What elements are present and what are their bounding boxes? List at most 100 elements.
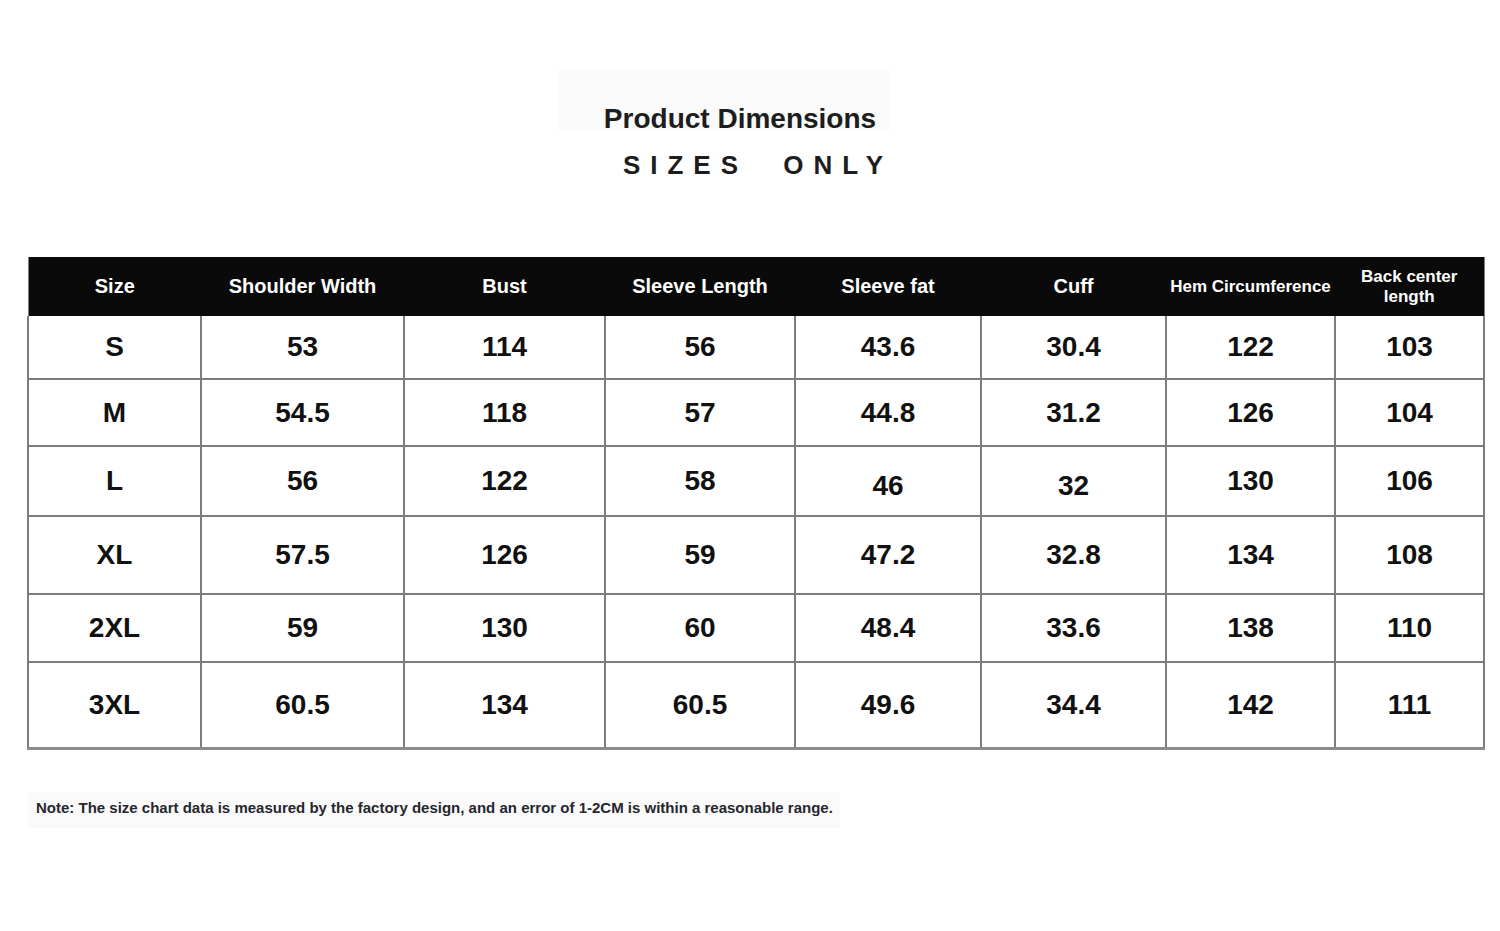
- cell-text: 134: [481, 689, 528, 721]
- cell-text: 31.2: [1046, 397, 1101, 429]
- cell-text: 122: [1227, 331, 1274, 363]
- column-header: Back center length: [1335, 257, 1484, 316]
- page-title: Product Dimensions: [0, 103, 1480, 135]
- value-cell: 134: [404, 662, 605, 748]
- cell-text: 104: [1386, 397, 1433, 429]
- value-cell: 111: [1335, 662, 1484, 748]
- cell-text: 60: [684, 612, 715, 644]
- table-header: SizeShoulder WidthBustSleeve LengthSleev…: [28, 257, 1484, 316]
- value-cell: 106: [1335, 446, 1484, 516]
- value-cell: 138: [1166, 594, 1335, 662]
- cell-text: 60.5: [673, 689, 728, 721]
- cell-text: XL: [97, 539, 133, 571]
- table-row: M 54.511857 44.8 31.2 126 104: [28, 379, 1484, 446]
- cell-text: 130: [1227, 465, 1274, 497]
- column-header: Shoulder Width: [201, 257, 404, 316]
- cell-text: 56: [287, 465, 318, 497]
- cell-text: 60.5: [275, 689, 330, 721]
- value-cell: 122: [404, 446, 605, 516]
- value-cell: 103: [1335, 316, 1484, 379]
- size-cell: 2XL: [28, 594, 201, 662]
- value-cell: 34.4: [981, 662, 1166, 748]
- value-cell: 60.5: [201, 662, 404, 748]
- cell-text: S: [105, 331, 124, 363]
- value-cell: 56: [605, 316, 795, 379]
- table-body: S 53 114 56 43.6 30.4 122 103 M 54.511857 44.8 31.2…: [28, 316, 1484, 748]
- table-row: 3XL 60.5 134 60.5 49.6 34.4 142 111: [28, 662, 1484, 748]
- cell-text: 3XL: [89, 689, 140, 721]
- measurement-note: Note: The size chart data is measured by…: [36, 799, 833, 816]
- cell-text: M: [103, 397, 126, 429]
- cell-text: 110: [1387, 612, 1432, 644]
- table-row: XL 57.5 126 59 47.2 32.8 134 108: [28, 516, 1484, 594]
- value-cell: 46: [795, 446, 981, 516]
- cell-text: 32.8: [1046, 539, 1101, 571]
- cell-text: 32: [1058, 470, 1089, 502]
- table-row: 2XL59 130 60 48.4 33.6 138 110: [28, 594, 1484, 662]
- column-header: Hem Circumference: [1166, 257, 1335, 316]
- value-cell: 58: [605, 446, 795, 516]
- cell-text: 103: [1386, 331, 1433, 363]
- value-cell: 56: [201, 446, 404, 516]
- value-cell: 110: [1335, 594, 1484, 662]
- cell-text: 43.6: [861, 331, 916, 363]
- value-cell: 57: [605, 379, 795, 446]
- value-cell: 43.6: [795, 316, 981, 379]
- value-cell: 60: [605, 594, 795, 662]
- cell-text: L: [106, 465, 123, 497]
- size-cell: L: [28, 446, 201, 516]
- page-subtitle: SIZES ONLY: [0, 150, 1500, 181]
- cell-text: 130: [481, 612, 528, 644]
- value-cell: 118: [404, 379, 605, 446]
- value-cell: 130: [404, 594, 605, 662]
- value-cell: 32.8: [981, 516, 1166, 594]
- cell-text: 53: [287, 331, 318, 363]
- value-cell: 59: [605, 516, 795, 594]
- cell-text: 46: [872, 470, 903, 502]
- value-cell: 134: [1166, 516, 1335, 594]
- cell-text: 34.4: [1046, 689, 1101, 721]
- value-cell: 60.5: [605, 662, 795, 748]
- cell-text: 44.8: [861, 397, 916, 429]
- cell-text: 108: [1386, 539, 1433, 571]
- cell-text: 122: [481, 465, 528, 497]
- cell-text: 49.6: [861, 689, 916, 721]
- column-header: Size: [28, 257, 201, 316]
- cell-text: 142: [1227, 689, 1274, 721]
- size-cell: S: [28, 316, 201, 379]
- value-cell: 32: [981, 446, 1166, 516]
- cell-text: 57.5: [275, 539, 330, 571]
- cell-text: 126: [1227, 397, 1274, 429]
- cell-text: 56: [684, 331, 715, 363]
- value-cell: 53: [201, 316, 404, 379]
- cell-text: 138: [1227, 612, 1274, 644]
- value-cell: 48.4: [795, 594, 981, 662]
- value-cell: 108: [1335, 516, 1484, 594]
- value-cell: 126: [1166, 379, 1335, 446]
- value-cell: 59: [201, 594, 404, 662]
- value-cell: 49.6: [795, 662, 981, 748]
- value-cell: 30.4: [981, 316, 1166, 379]
- value-cell: 47.2: [795, 516, 981, 594]
- column-header: Cuff: [981, 257, 1166, 316]
- value-cell: 44.8: [795, 379, 981, 446]
- cell-text: 47.2: [861, 539, 916, 571]
- value-cell: 31.2: [981, 379, 1166, 446]
- table-row: L 56 122 58 46 32 130 106: [28, 446, 1484, 516]
- value-cell: 122: [1166, 316, 1335, 379]
- cell-text: 58: [684, 465, 715, 497]
- cell-text: 134: [1227, 539, 1274, 571]
- cell-text: 59: [684, 539, 715, 571]
- value-cell: 104: [1335, 379, 1484, 446]
- size-table: SizeShoulder WidthBustSleeve LengthSleev…: [27, 257, 1485, 750]
- size-cell: M: [28, 379, 201, 446]
- column-header: Sleeve Length: [605, 257, 795, 316]
- value-cell: 54.5: [201, 379, 404, 446]
- cell-text: 48.4: [861, 612, 916, 644]
- value-cell: 33.6: [981, 594, 1166, 662]
- table-header-row: SizeShoulder WidthBustSleeve LengthSleev…: [28, 257, 1484, 316]
- value-cell: 130: [1166, 446, 1335, 516]
- value-cell: 126: [404, 516, 605, 594]
- value-cell: 114: [404, 316, 605, 379]
- size-cell: XL: [28, 516, 201, 594]
